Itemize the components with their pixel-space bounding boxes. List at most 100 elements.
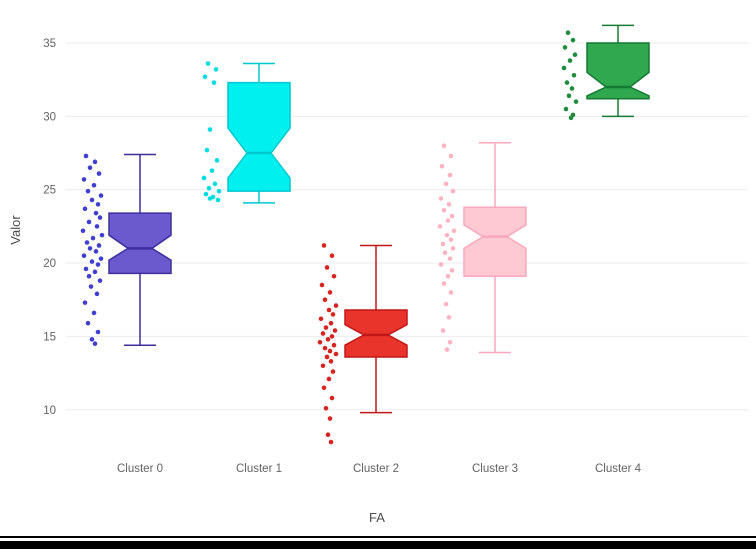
scatter-point (211, 80, 217, 85)
scatter-point (93, 210, 99, 216)
scatter-point (569, 86, 575, 91)
y-axis-title: Valor (8, 215, 23, 245)
box-cluster-2 (344, 309, 408, 358)
scatter-point (561, 65, 567, 71)
window-border-line (0, 536, 756, 538)
scatter-point (213, 67, 219, 72)
scatter-point (441, 143, 447, 148)
scatter-point (83, 153, 89, 159)
scatter-point (439, 163, 445, 169)
scatter-point (565, 30, 571, 36)
scatter-point (333, 351, 339, 357)
scatter-point (443, 181, 449, 187)
scatter-point (86, 273, 92, 279)
scatter-point (87, 246, 93, 251)
scatter-point (325, 432, 331, 437)
box-cluster-1 (227, 81, 291, 192)
scatter-point (201, 175, 207, 181)
scatter-point (91, 310, 97, 316)
scatter-point (567, 58, 573, 63)
scatter-point (83, 266, 89, 272)
scatter-point (209, 168, 215, 173)
box-cluster-0 (108, 212, 172, 275)
scatter-point (215, 197, 221, 203)
scatter-point (440, 241, 446, 247)
scatter-point (448, 237, 454, 242)
scatter-point (214, 158, 220, 163)
scatter-point (95, 262, 101, 267)
scatter-point (319, 282, 325, 288)
boxplot-chart: 10 15 20 25 30 35 Cluster 0 Cluster 1 Cluster 2 C… (8, 24, 748, 525)
scatter-point (449, 268, 455, 273)
x-tick-label: Cluster 2 (353, 463, 399, 475)
y-tick-label: 20 (43, 258, 56, 270)
scatter-point (442, 250, 448, 256)
scatter-point (324, 265, 330, 270)
scatter-point (95, 202, 101, 207)
scatter-point (98, 193, 104, 198)
scatter-point (437, 224, 443, 229)
scatter-point (82, 300, 88, 305)
scatter-point (216, 188, 222, 194)
scatter-point (91, 182, 97, 188)
scatter-point (573, 99, 579, 104)
scatter-point (332, 328, 338, 333)
scatter-point (440, 328, 446, 333)
scatter-point (203, 191, 209, 197)
scatter-point (568, 115, 574, 121)
scatter-point (326, 376, 332, 382)
scatter-point (96, 243, 102, 248)
scatter-point (94, 291, 100, 297)
y-tick-label: 25 (43, 185, 56, 197)
scatter-point (447, 172, 453, 178)
scatter-point (205, 61, 211, 66)
scatter-point (98, 256, 104, 261)
scatter-point (329, 395, 335, 401)
scatter-point (89, 197, 95, 203)
y-tick-label: 30 (43, 111, 56, 123)
scatter-point (445, 218, 451, 223)
scatter-point (212, 181, 218, 187)
x-axis-title: FA (369, 510, 385, 525)
scatter-point (328, 439, 334, 445)
scatter-point (446, 202, 452, 207)
scatter-point (447, 339, 453, 345)
scatter-point (326, 307, 332, 313)
scatter-point (97, 278, 103, 283)
scatter-point (92, 159, 98, 165)
scatter-point (321, 385, 327, 391)
scatter-point (96, 171, 102, 176)
scatter-point (448, 153, 454, 159)
scatter-point (85, 188, 91, 194)
scatter-point (95, 329, 101, 335)
scatter-point (329, 253, 335, 259)
scatter-point (562, 45, 568, 50)
scatter-point (445, 273, 451, 279)
scatter-point (99, 232, 105, 238)
scatter-point (449, 213, 455, 219)
x-tick-label: Cluster 1 (236, 463, 282, 475)
scatter-point (80, 228, 86, 234)
scatter-point (323, 405, 329, 411)
scatter-point (87, 165, 93, 170)
scatter-point (85, 320, 91, 326)
scatter-point (94, 224, 100, 229)
scatter-point (321, 243, 327, 248)
scatter-point (327, 290, 333, 295)
scatter-point (438, 196, 444, 201)
scatter-point (318, 316, 324, 322)
scatter-point (450, 246, 456, 251)
scatter-point (333, 303, 339, 308)
scatter-point (444, 232, 450, 238)
scatter-point (204, 147, 210, 153)
scatter-point (323, 325, 329, 330)
scatter-point (86, 219, 92, 225)
scatter-point (441, 207, 447, 213)
scatter-point (451, 228, 457, 234)
x-tick-label: Cluster 4 (595, 463, 642, 475)
scatter-point (448, 290, 454, 295)
scatter-point (572, 52, 578, 58)
scatter-point (89, 259, 95, 264)
scatter-point (328, 359, 334, 364)
scatter-point (88, 284, 94, 289)
